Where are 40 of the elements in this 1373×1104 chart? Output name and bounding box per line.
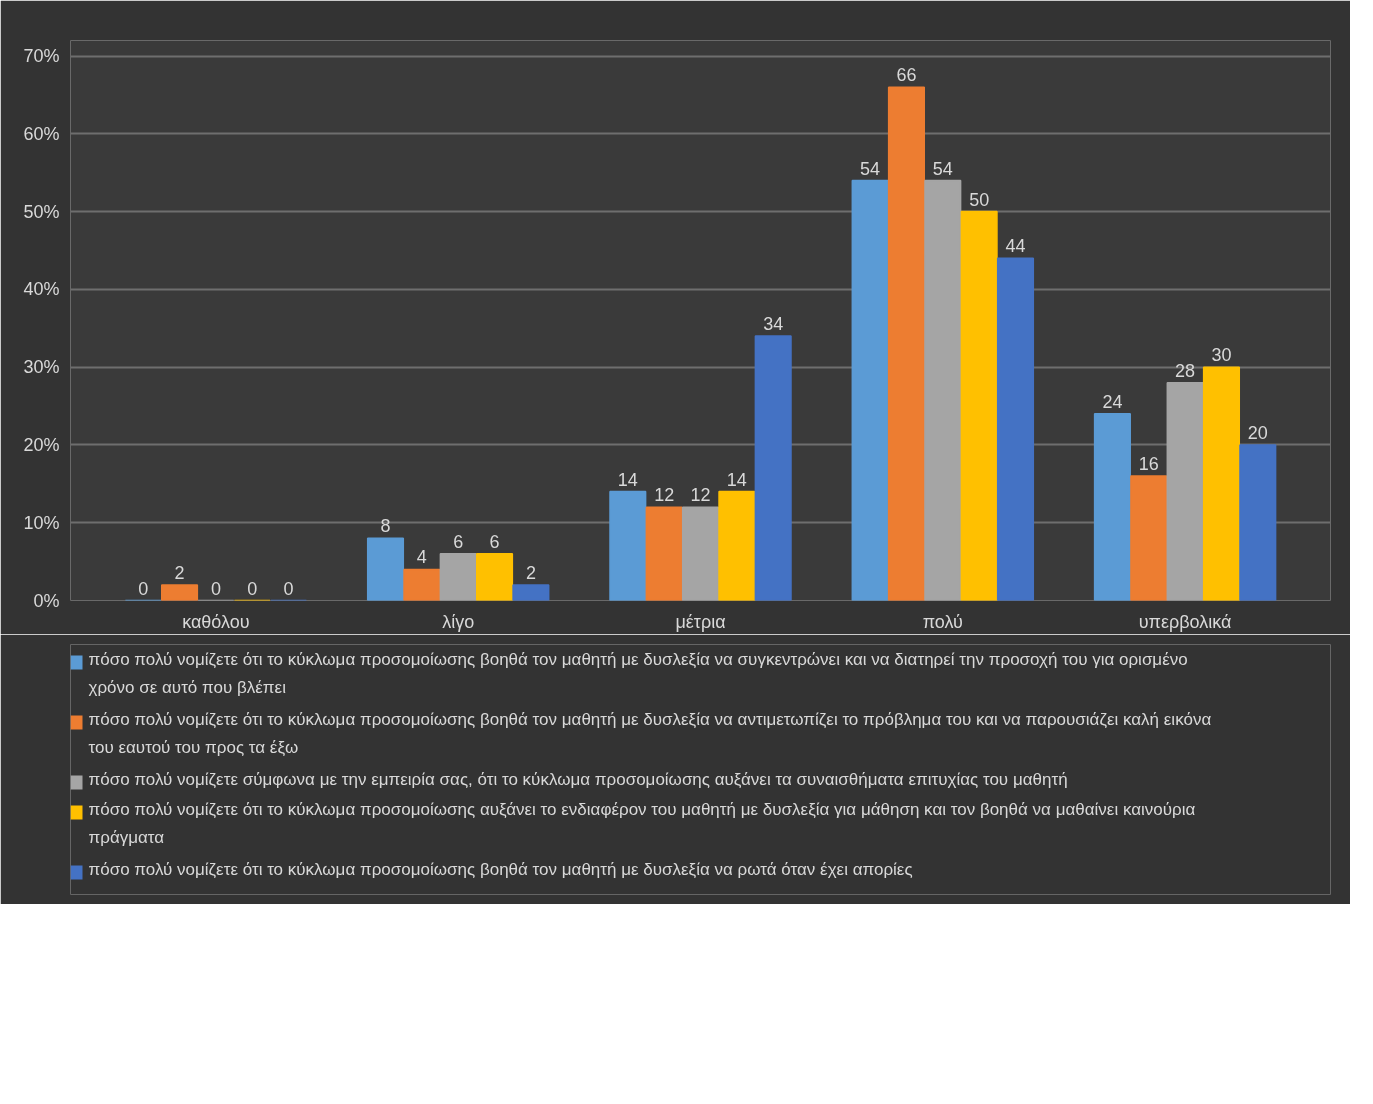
x-tick-label: καθόλου (182, 611, 250, 632)
y-tick-label: 50% (23, 201, 60, 222)
y-tick-label: 0% (33, 590, 60, 611)
data-label: 66 (896, 65, 917, 86)
data-label: 0 (138, 578, 149, 599)
data-label: 12 (690, 485, 711, 506)
data-label: 44 (1005, 236, 1026, 257)
data-label: 4 (416, 547, 427, 568)
data-label: 24 (1102, 391, 1123, 412)
data-label: 0 (247, 578, 258, 599)
data-label: 54 (860, 158, 881, 179)
data-label: 50 (969, 189, 990, 210)
data-label: 12 (654, 485, 675, 506)
x-tick-label: μέτρια (675, 611, 726, 632)
y-tick-label: 10% (23, 512, 60, 533)
data-label: 8 (380, 516, 391, 537)
x-tick-label: λίγο (442, 611, 475, 632)
data-label: 16 (1138, 454, 1159, 475)
y-tick-label: 20% (23, 434, 60, 455)
x-tick-label: πολύ (922, 611, 963, 632)
legend-label: πόσο πολύ νομίζετε σύμφωνα με την εμπειρία σας, ότι το κύκλωμα προσομοίωσης αυξάνει τα συναισθήματα επιτυχίας του μαθητή (88, 769, 1068, 789)
data-label: 20 (1247, 422, 1268, 443)
data-label: 2 (525, 562, 536, 583)
y-tick-label: 70% (23, 46, 60, 67)
data-label: 6 (489, 531, 500, 552)
data-label: 6 (453, 531, 464, 552)
y-tick-label: 30% (23, 357, 60, 378)
legend-label: πόσο πολύ νομίζετε ότι το κύκλωμα προσομοίωσης βοηθά τον μαθητή με δυσλεξία να ρωτά όταν έχει απορίες (88, 859, 913, 879)
x-tick-label: υπερβολικά (1138, 611, 1232, 632)
data-label: 0 (210, 578, 221, 599)
data-label: 0 (283, 578, 294, 599)
y-tick-label: 40% (23, 279, 60, 300)
y-tick-label: 60% (23, 123, 60, 144)
data-label: 2 (174, 562, 185, 583)
data-label: 14 (726, 469, 747, 490)
data-label: 28 (1175, 360, 1196, 381)
data-label: 30 (1211, 345, 1232, 366)
data-label: 14 (617, 469, 638, 490)
data-label: 34 (763, 314, 784, 335)
data-label: 54 (932, 158, 953, 179)
